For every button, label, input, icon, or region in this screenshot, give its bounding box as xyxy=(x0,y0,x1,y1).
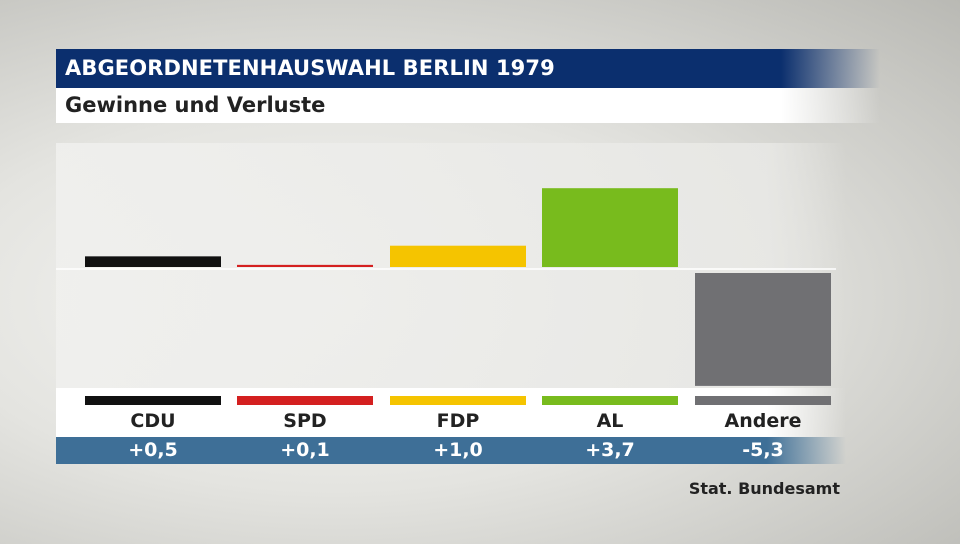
bar-andere xyxy=(695,273,831,386)
color-key-spd xyxy=(237,396,373,405)
category-label-andere: Andere xyxy=(724,410,802,432)
category-label-spd: SPD xyxy=(283,410,327,432)
value-label-cdu: +0,5 xyxy=(128,439,178,461)
value-label-spd: +0,1 xyxy=(280,439,330,461)
category-label-fdp: FDP xyxy=(436,410,480,432)
color-key-fdp xyxy=(390,396,526,405)
source-credit: Stat. Bundesamt xyxy=(688,479,840,498)
category-label-cdu: CDU xyxy=(130,410,176,432)
value-label-al: +3,7 xyxy=(585,439,635,461)
value-label-fdp: +1,0 xyxy=(433,439,483,461)
bar-al xyxy=(542,188,678,267)
category-label-al: AL xyxy=(596,410,624,432)
bar-fdp xyxy=(390,245,526,267)
bar-spd xyxy=(237,264,373,267)
bar-cdu xyxy=(85,256,221,267)
chart-title: ABGEORDNETENHAUSWAHL BERLIN 1979 xyxy=(56,49,880,88)
chart-subtitle: Gewinne und Verluste xyxy=(56,88,880,123)
value-label-andere: -5,3 xyxy=(742,439,784,461)
color-key-cdu xyxy=(85,396,221,405)
color-key-andere xyxy=(695,396,831,405)
value-band xyxy=(56,437,846,464)
color-key-al xyxy=(542,396,678,405)
